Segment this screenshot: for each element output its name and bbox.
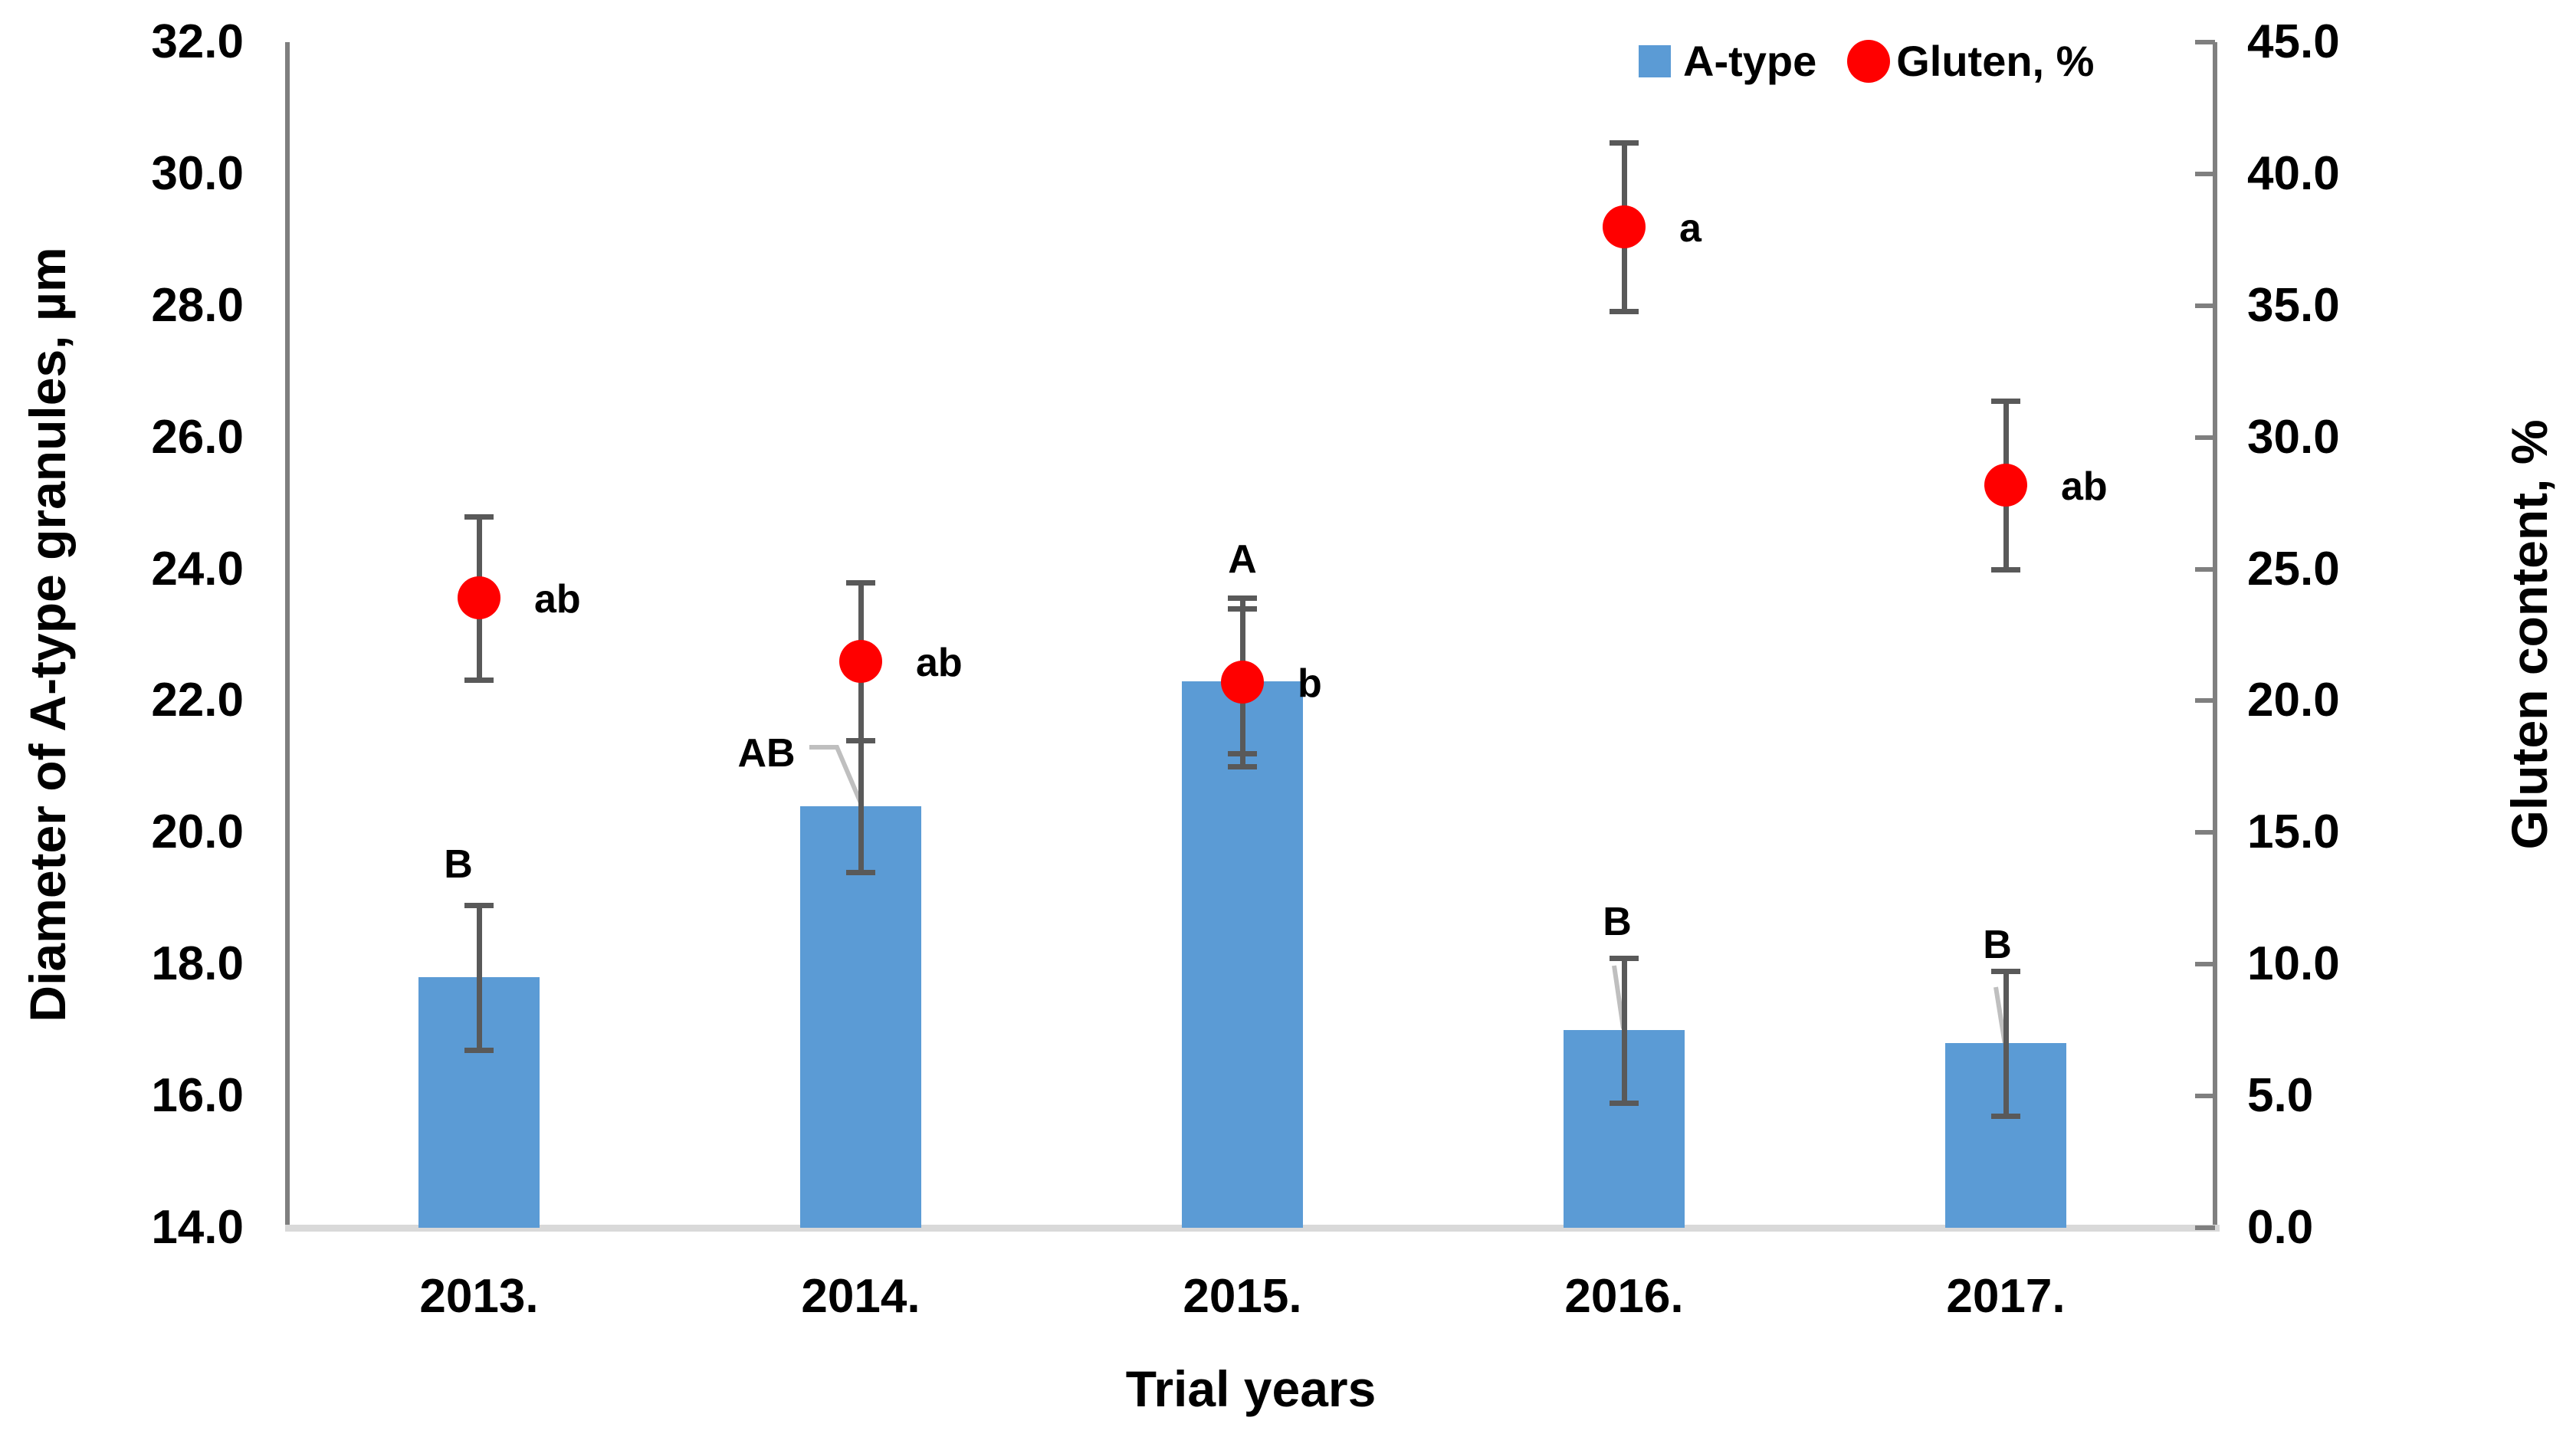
bar-sig-label-2014: AB: [737, 731, 796, 776]
gluten-point-2017: [1984, 463, 2027, 507]
gluten-sig-label-2013: ab: [534, 577, 581, 622]
bar-error-2017-cap-bottom: [1991, 1113, 2020, 1119]
right-tick-label-20.0: 20.0: [2247, 674, 2340, 727]
bar-2014: [800, 805, 921, 1228]
right-tick-label-25.0: 25.0: [2247, 542, 2340, 595]
right-tick-label-40.0: 40.0: [2247, 146, 2340, 200]
left-tick-label-22.0: 22.0: [151, 674, 244, 727]
bar-sig-label-2016: B: [1603, 900, 1632, 944]
gluten-point-2014: [839, 639, 882, 683]
bar-sig-label-2013: B: [444, 842, 473, 887]
left-tick-label-24.0: 24.0: [151, 542, 244, 595]
bar-error-2013-line: [477, 904, 482, 1050]
legend-label-gluten: Gluten, %: [1896, 37, 2095, 85]
gluten-error-2015-cap-top: [1228, 595, 1257, 602]
left-tick-label-32.0: 32.0: [151, 15, 244, 68]
legend-swatch-gluten: [1847, 40, 1891, 83]
right-tick-label-5.0: 5.0: [2247, 1069, 2314, 1123]
bar-error-2014-line: [858, 740, 864, 872]
right-tick-mark-0.0: [2195, 1225, 2215, 1230]
bar-error-2014-cap-bottom: [846, 869, 875, 875]
x-tick-label-2013: 2013.: [419, 1270, 539, 1323]
gluten-point-2016: [1603, 205, 1646, 248]
right-tick-mark-25.0: [2195, 566, 2215, 572]
x-tick-label-2015: 2015.: [1183, 1270, 1302, 1323]
bar-error-2017-cap-top: [1991, 968, 2020, 974]
right-tick-mark-20.0: [2195, 698, 2215, 704]
x-tick-label-2016: 2016.: [1564, 1270, 1684, 1323]
bar-error-2016-cap-top: [1610, 955, 1639, 961]
bar-sig-label-2017: B: [1983, 923, 2012, 967]
gluten-sig-label-2015: b: [1298, 661, 1322, 707]
x-axis-baseline: [285, 1225, 2220, 1232]
left-axis-line: [285, 42, 290, 1228]
left-tick-label-16.0: 16.0: [151, 1069, 244, 1123]
right-tick-mark-5.0: [2195, 1094, 2215, 1099]
leader-line-2014: [809, 745, 864, 806]
right-tick-mark-10.0: [2195, 962, 2215, 967]
gluten-error-2016-cap-bottom: [1610, 308, 1639, 314]
right-tick-label-30.0: 30.0: [2247, 410, 2340, 464]
legend-label-a-type: A-type: [1683, 37, 1817, 85]
gluten-point-2015: [1221, 661, 1264, 704]
gluten-sig-label-2014: ab: [916, 640, 963, 685]
bar-error-2016-line: [1622, 957, 1627, 1103]
gluten-error-2014-cap-bottom: [846, 738, 875, 743]
right-tick-label-0.0: 0.0: [2247, 1201, 2314, 1254]
gluten-error-2017-cap-top: [1991, 398, 2020, 404]
gluten-error-2015-cap-bottom: [1228, 764, 1257, 770]
gluten-error-2016-cap-top: [1610, 139, 1639, 146]
left-tick-label-28.0: 28.0: [151, 278, 244, 332]
gluten-error-2014-cap-top: [846, 579, 875, 586]
bar-sig-label-2015: A: [1228, 537, 1257, 582]
bar-error-2017-line: [2003, 970, 2009, 1116]
gluten-point-2013: [458, 576, 500, 620]
right-tick-label-10.0: 10.0: [2247, 937, 2340, 991]
legend: A-type Gluten, %: [1639, 40, 2094, 83]
right-tick-label-35.0: 35.0: [2247, 278, 2340, 332]
right-tick-label-45.0: 45.0: [2247, 15, 2340, 68]
right-tick-mark-30.0: [2195, 435, 2215, 440]
bar-error-2013-cap-top: [464, 902, 494, 908]
x-axis-title: Trial years: [1125, 1360, 1377, 1417]
right-tick-label-15.0: 15.0: [2247, 805, 2340, 859]
bar-error-2013-cap-bottom: [464, 1047, 494, 1053]
left-tick-label-20.0: 20.0: [151, 805, 244, 859]
gluten-sig-label-2016: a: [1679, 205, 1701, 251]
gluten-error-2017-cap-bottom: [1991, 566, 2020, 573]
right-tick-mark-45.0: [2195, 40, 2215, 44]
right-tick-mark-40.0: [2195, 171, 2215, 176]
left-tick-label-26.0: 26.0: [151, 410, 244, 464]
right-tick-mark-15.0: [2195, 830, 2215, 835]
left-tick-label-30.0: 30.0: [151, 146, 244, 200]
legend-swatch-a-type: [1639, 45, 1671, 77]
gluten-error-2013-cap-top: [464, 513, 494, 520]
bar-error-2016-cap-bottom: [1610, 1100, 1639, 1106]
right-tick-mark-35.0: [2195, 303, 2215, 308]
x-tick-label-2014: 2014.: [801, 1270, 920, 1323]
x-tick-label-2017: 2017.: [1946, 1270, 2066, 1323]
left-tick-label-14.0: 14.0: [151, 1201, 244, 1254]
gluten-sig-label-2017: ab: [2061, 464, 2108, 509]
gluten-error-2013-cap-bottom: [464, 677, 494, 683]
right-axis-line: [2213, 42, 2217, 1228]
left-tick-label-18.0: 18.0: [151, 937, 244, 991]
bar-2015: [1182, 681, 1303, 1228]
